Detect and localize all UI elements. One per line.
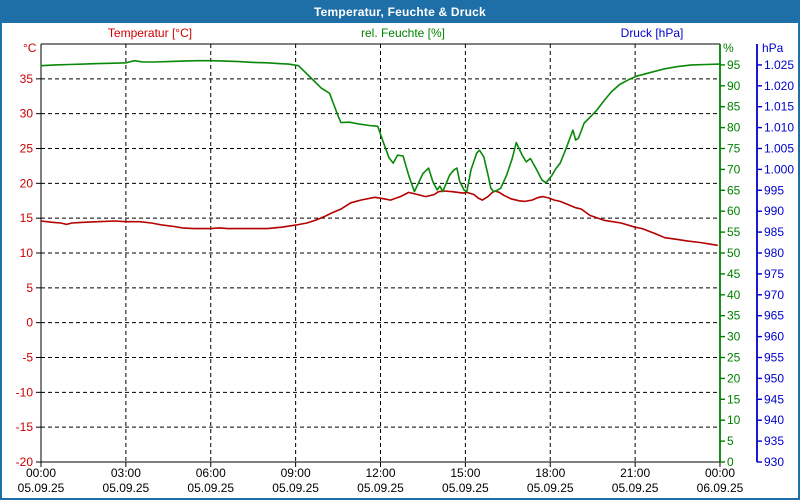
date-tick-label: 05.09.25 [103,481,150,495]
temperature-tick-label: 0 [26,316,33,330]
pressure-tick-label: 980 [764,246,784,260]
date-tick-label: 05.09.25 [442,481,489,495]
date-tick-label: 05.09.25 [18,481,65,495]
time-tick-label: 15:00 [450,466,480,480]
humidity-tick-label: 70 [727,162,741,176]
time-tick-label: 06:00 [196,466,226,480]
humidity-tick-label: 40 [727,288,741,302]
pressure-tick-label: 985 [764,225,784,239]
humidity-tick-label: 30 [727,330,741,344]
humidity-tick-label: 65 [727,183,741,197]
pressure-tick-label: 1.020 [764,79,794,93]
pressure-tick-label: 955 [764,351,784,365]
temperature-tick-label: -15 [16,420,34,434]
date-tick-label: 05.09.25 [272,481,319,495]
humidity-tick-label: 10 [727,413,741,427]
temperature-tick-label: -20 [16,455,34,469]
humidity-tick-label: 45 [727,267,741,281]
humidity-unit-label: % [723,41,734,55]
humidity-tick-label: 5 [727,434,734,448]
humidity-tick-label: 15 [727,392,741,406]
humidity-axis-title: rel. Feuchte [%] [360,26,446,40]
date-tick-label: 05.09.25 [357,481,404,495]
pressure-tick-label: 1.010 [764,121,794,135]
pressure-tick-label: 940 [764,413,784,427]
pressure-tick-label: 1.000 [764,162,794,176]
pressure-tick-label: 1.025 [764,58,794,72]
pressure-tick-label: 960 [764,330,784,344]
temperature-axis-title: Temperatur [°C] [107,26,193,40]
pressure-tick-label: 930 [764,455,784,469]
pressure-tick-label: 950 [764,371,784,385]
humidity-tick-label: 95 [727,58,741,72]
time-tick-label: 12:00 [365,466,395,480]
pressure-tick-label: 995 [764,183,784,197]
time-tick-label: 09:00 [281,466,311,480]
pressure-tick-label: 965 [764,309,784,323]
window-title: Temperatur, Feuchte & Druck [314,5,486,19]
pressure-tick-label: 990 [764,204,784,218]
humidity-tick-label: 80 [727,121,741,135]
title-bar: Temperatur, Feuchte & Druck [2,2,798,23]
temperature-tick-label: 10 [20,246,34,260]
time-tick-label: 00:00 [705,466,735,480]
date-tick-label: 05.09.25 [187,481,234,495]
pressure-unit-label: hPa [762,41,784,55]
date-tick-label: 05.09.25 [612,481,659,495]
temperature-tick-label: 35 [20,72,34,86]
temperature-tick-label: 5 [26,281,33,295]
pressure-tick-label: 1.015 [764,100,794,114]
temperature-curve [40,190,719,247]
pressure-tick-label: 1.005 [764,142,794,156]
pressure-tick-label: 975 [764,267,784,281]
humidity-tick-label: 55 [727,225,741,239]
humidity-tick-label: 25 [727,351,741,365]
temperature-tick-label: 20 [20,176,34,190]
humidity-tick-label: 60 [727,204,741,218]
temperature-tick-label: -10 [16,385,34,399]
temperature-unit-label: °C [23,41,37,55]
temperature-tick-label: 25 [20,142,34,156]
humidity-tick-label: 50 [727,246,741,260]
humidity-tick-label: 85 [727,100,741,114]
humidity-tick-label: 35 [727,309,741,323]
temperature-tick-label: -5 [22,351,33,365]
time-tick-label: 21:00 [620,466,650,480]
humidity-tick-label: 20 [727,371,741,385]
humidity-curve [40,59,721,193]
pressure-tick-label: 935 [764,434,784,448]
pressure-tick-label: 945 [764,392,784,406]
humidity-tick-label: 0 [727,455,734,469]
pressure-tick-label: 970 [764,288,784,302]
time-tick-label: 18:00 [535,466,565,480]
time-tick-label: 03:00 [111,466,141,480]
humidity-tick-label: 75 [727,142,741,156]
pressure-axis-title: Druck [hPa] [620,26,684,40]
time-tick-label: 00:00 [26,466,56,480]
temperature-tick-label: 30 [20,107,34,121]
date-tick-label: 06.09.25 [697,481,744,495]
humidity-tick-label: 90 [727,79,741,93]
date-tick-label: 05.09.25 [527,481,574,495]
temperature-tick-label: 15 [20,211,34,225]
